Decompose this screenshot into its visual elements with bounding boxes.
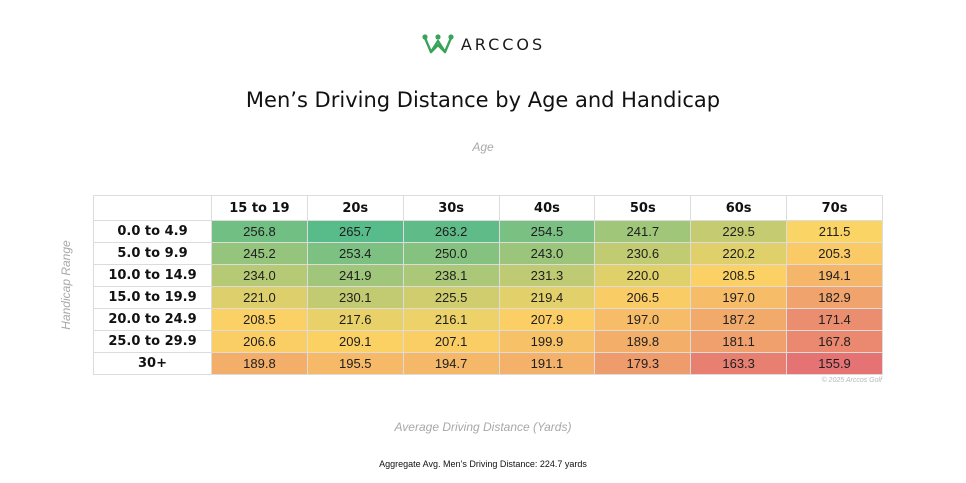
copyright-note: © 2025 Arccos Golf [821, 377, 882, 384]
corner-cell [93, 195, 212, 221]
heatmap-cell: 163.3 [690, 352, 788, 375]
handicap-row-header: 20.0 to 24.9 [93, 308, 212, 331]
handicap-row: 30+ 189.8 195.5 194.7 191.1 179.3 163.3 155.9 [93, 352, 883, 375]
handicap-row-header: 15.0 to 19.9 [93, 286, 212, 309]
brand-name: ARCCOS [460, 34, 546, 54]
heatmap-cell: 199.9 [498, 330, 596, 353]
age-column-header: 60s [690, 195, 788, 221]
heatmap-cell: 220.2 [690, 242, 788, 265]
heatmap-body: 0.0 to 4.9 256.8 265.7 263.2 254.5 241.7 229.5… [93, 220, 883, 375]
heatmap-cell: 207.9 [498, 308, 596, 331]
age-column-header: 30s [402, 195, 500, 221]
handicap-row-header: 5.0 to 9.9 [93, 242, 212, 265]
heatmap-cell: 253.4 [306, 242, 404, 265]
heatmap-cell: 197.0 [594, 308, 692, 331]
heatmap-cell: 208.5 [690, 264, 788, 287]
heatmap-cell: 219.4 [498, 286, 596, 309]
heatmap-cell: 209.1 [306, 330, 404, 353]
heatmap-cell: 265.7 [306, 220, 404, 243]
handicap-row: 20.0 to 24.9 208.5 217.6 216.1 207.9 197.0 187… [93, 308, 883, 331]
handicap-row-header: 0.0 to 4.9 [93, 220, 212, 243]
heatmap-cell: 208.5 [211, 308, 308, 331]
heatmap-cell: 241.7 [594, 220, 692, 243]
heatmap-cell: 225.5 [402, 286, 500, 309]
heatmap-cell: 256.8 [211, 220, 308, 243]
heatmap-cell: 171.4 [786, 308, 883, 331]
handicap-row: 5.0 to 9.9 245.2 253.4 250.0 243.0 230.6 220.2… [93, 242, 883, 265]
heatmap-cell: 234.0 [211, 264, 308, 287]
x-axis-label: Age [472, 140, 494, 154]
age-column-header: 70s [786, 195, 883, 221]
heatmap-cell: 194.1 [786, 264, 883, 287]
heatmap-cell: 263.2 [402, 220, 500, 243]
heatmap-cell: 167.8 [786, 330, 883, 353]
heatmap-cell: 187.2 [690, 308, 788, 331]
heatmap-cell: 220.0 [594, 264, 692, 287]
heatmap-cell: 207.1 [402, 330, 500, 353]
handicap-row-header: 25.0 to 29.9 [93, 330, 212, 353]
heatmap-cell: 238.1 [402, 264, 500, 287]
heatmap-cell: 216.1 [402, 308, 500, 331]
heatmap-cell: 217.6 [306, 308, 404, 331]
y-axis-label: Handicap Range [59, 240, 73, 330]
column-header-row: 15 to 19 20s 30s 40s 50s 60s 70s [93, 195, 883, 221]
handicap-row: 10.0 to 14.9 234.0 241.9 238.1 231.3 220.0 208… [93, 264, 883, 287]
heatmap-cell: 179.3 [594, 352, 692, 375]
crown-icon [422, 34, 454, 54]
heatmap-cell: 250.0 [402, 242, 500, 265]
heatmap-cell: 230.1 [306, 286, 404, 309]
heatmap-cell: 189.8 [211, 352, 308, 375]
age-column-header: 40s [498, 195, 596, 221]
heatmap-cell: 230.6 [594, 242, 692, 265]
handicap-row: 0.0 to 4.9 256.8 265.7 263.2 254.5 241.7 229.5… [93, 220, 883, 243]
heatmap-cell: 205.3 [786, 242, 883, 265]
handicap-row-header: 10.0 to 14.9 [93, 264, 212, 287]
heatmap-cell: 182.9 [786, 286, 883, 309]
heatmap-cell: 194.7 [402, 352, 500, 375]
handicap-row-header: 30+ [93, 352, 212, 375]
heatmap-cell: 191.1 [498, 352, 596, 375]
heatmap-cell: 197.0 [690, 286, 788, 309]
heatmap-cell: 181.1 [690, 330, 788, 353]
heatmap-cell: 231.3 [498, 264, 596, 287]
heatmap-cell: 221.0 [211, 286, 308, 309]
footnote: Aggregate Avg. Men’s Driving Distance: 2… [379, 459, 587, 469]
heatmap-cell: 229.5 [690, 220, 788, 243]
chart-title: Men’s Driving Distance by Age and Handic… [245, 88, 721, 112]
heatmap-cell: 241.9 [306, 264, 404, 287]
heatmap-cell: 206.6 [211, 330, 308, 353]
heatmap-cell: 211.5 [786, 220, 883, 243]
heatmap-cell: 206.5 [594, 286, 692, 309]
brand-logo: ARCCOS [0, 33, 966, 55]
heatmap-cell: 155.9 [786, 352, 883, 375]
heatmap-cell: 254.5 [498, 220, 596, 243]
handicap-row: 15.0 to 19.9 221.0 230.1 225.5 219.4 206.5 197… [93, 286, 883, 309]
heatmap-table: 15 to 19 20s 30s 40s 50s 60s 70s 0.0 to … [93, 195, 883, 375]
age-column-header: 50s [594, 195, 692, 221]
heatmap-cell: 189.8 [594, 330, 692, 353]
heatmap-cell: 245.2 [211, 242, 308, 265]
colorbar-label: Average Driving Distance (Yards) [394, 420, 572, 434]
handicap-row: 25.0 to 29.9 206.6 209.1 207.1 199.9 189.8 181… [93, 330, 883, 353]
heatmap-cell: 243.0 [498, 242, 596, 265]
age-column-header: 20s [306, 195, 404, 221]
heatmap-cell: 195.5 [306, 352, 404, 375]
age-column-header: 15 to 19 [211, 195, 308, 221]
